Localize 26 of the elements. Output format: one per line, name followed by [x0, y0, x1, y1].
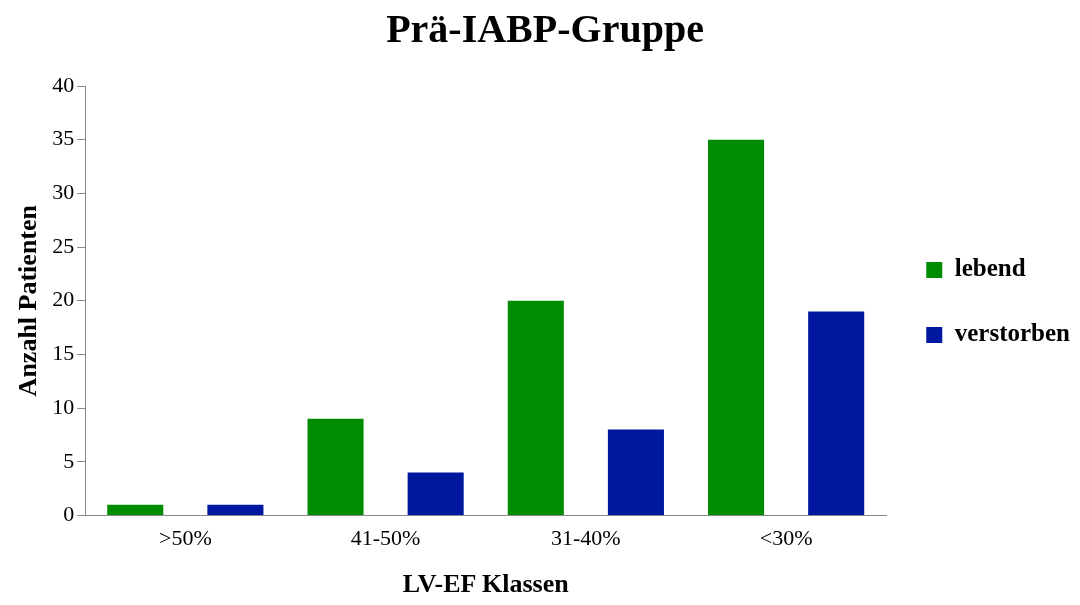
y-axis-title: Anzahl Patienten [13, 204, 43, 397]
y-tick-label: 5 [63, 447, 75, 473]
bar [207, 504, 264, 515]
y-tick-label: 10 [52, 393, 75, 419]
bar [307, 418, 364, 515]
y-tick-label: 20 [52, 286, 75, 312]
x-tick-label: 41-50% [350, 525, 421, 551]
legend-label: lebend [954, 254, 1026, 282]
y-tick-label: 15 [52, 340, 75, 366]
bar [507, 300, 564, 515]
chart-title: Prä-IABP-Gruppe [386, 6, 704, 52]
y-tick-label: 40 [52, 71, 75, 97]
bar [607, 429, 664, 515]
bar [708, 139, 765, 515]
bar [407, 472, 464, 515]
y-tick-label: 0 [63, 501, 75, 527]
y-tick-label: 25 [52, 232, 75, 258]
x-tick-label: 31-40% [551, 525, 621, 551]
x-tick-label: >50% [158, 525, 212, 551]
x-axis-title: LV-EF Klassen [402, 569, 570, 599]
y-tick-label: 30 [52, 179, 75, 205]
y-tick-label: 35 [52, 125, 75, 151]
bar [107, 504, 164, 515]
legend-label: verstorben [954, 319, 1071, 347]
x-tick-label: <30% [759, 525, 813, 551]
bar [808, 311, 865, 515]
